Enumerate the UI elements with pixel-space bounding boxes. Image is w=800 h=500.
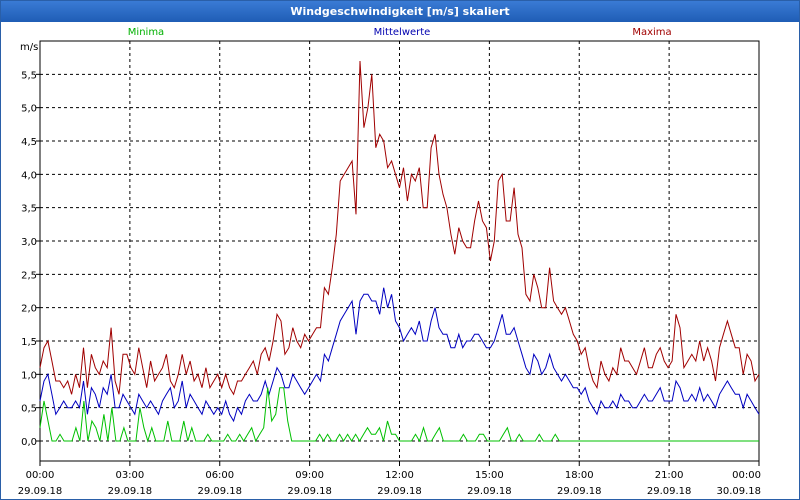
x-tick-time: 00:00 bbox=[732, 470, 761, 481]
x-tick-time: 03:00 bbox=[115, 470, 144, 481]
y-tick-label: 3,5 bbox=[21, 204, 37, 215]
x-tick-time: 00:00 bbox=[26, 470, 55, 481]
x-tick-time: 06:00 bbox=[205, 470, 234, 481]
series-lines bbox=[39, 60, 760, 443]
legend-maxima: Maxima bbox=[632, 27, 671, 38]
y-axis-label: m/s bbox=[20, 42, 38, 53]
x-tick-time: 21:00 bbox=[655, 470, 684, 481]
y-tick-label: 3,0 bbox=[21, 237, 37, 248]
series-minima-line bbox=[39, 387, 759, 443]
y-tick-label: 4,5 bbox=[21, 137, 37, 148]
x-tick-time: 15:00 bbox=[475, 470, 504, 481]
y-tick-label: 1,5 bbox=[21, 337, 37, 348]
x-tick-date: 30.09.18 bbox=[716, 486, 761, 497]
y-tick-label: 4,0 bbox=[21, 170, 37, 181]
y-tick-label: 2,5 bbox=[21, 270, 37, 281]
legend-minima: Minima bbox=[128, 27, 164, 38]
x-tick-date: 29.09.18 bbox=[557, 486, 602, 497]
y-axis-ticks: 0,0 0,5 1,0 1,5 2,0 2,5 3,0 3,5 4,0 4,5 5,0 5,5 bbox=[21, 70, 40, 448]
x-tick-date: 29.09.18 bbox=[108, 486, 153, 497]
x-tick-date: 29.09.18 bbox=[377, 486, 422, 497]
x-tick-time: 09:00 bbox=[295, 470, 324, 481]
x-axis-ticks: 00:00 29.09.18 03:00 29.09.18 06:00 29.09.18 0… bbox=[18, 461, 761, 497]
y-tick-label: 5,5 bbox=[21, 70, 37, 81]
series-mittelwerte-line bbox=[39, 287, 760, 423]
x-tick-time: 18:00 bbox=[565, 470, 594, 481]
y-tick-label: 2,0 bbox=[21, 304, 37, 315]
legend-mittelwerte: Mittelwerte bbox=[374, 27, 431, 38]
y-tick-label: 0,5 bbox=[21, 404, 37, 415]
y-tick-label: 1,0 bbox=[21, 370, 37, 381]
x-tick-date: 29.09.18 bbox=[647, 486, 692, 497]
x-tick-date: 29.09.18 bbox=[197, 486, 242, 497]
window-title: Windgeschwindigkeit [m/s] skaliert bbox=[1, 1, 799, 22]
y-tick-label: 5,0 bbox=[21, 104, 37, 115]
y-tick-label: 0,0 bbox=[21, 437, 37, 448]
x-tick-date: 29.09.18 bbox=[18, 486, 63, 497]
grid-lines bbox=[40, 41, 759, 461]
x-tick-date: 29.09.18 bbox=[467, 486, 512, 497]
x-tick-time: 12:00 bbox=[385, 470, 414, 481]
series-maxima-line bbox=[39, 60, 760, 396]
x-tick-date: 29.09.18 bbox=[287, 486, 332, 497]
